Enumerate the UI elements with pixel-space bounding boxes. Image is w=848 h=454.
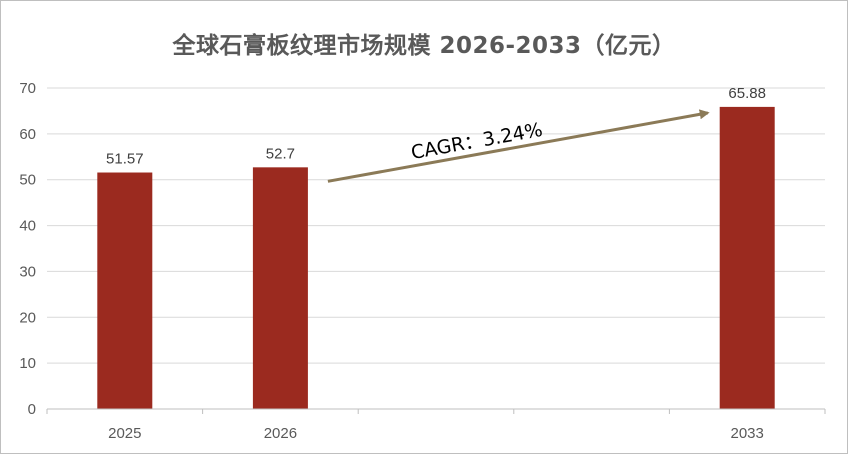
bar-2026 [252,167,308,409]
y-axis: 0 10 20 30 40 50 60 70 [19,80,36,418]
bar-2025 [97,172,153,409]
bar-2033 [719,106,775,410]
y-tick-label: 40 [19,218,36,235]
cagr-annotation: CAGR：3.24% [327,109,710,183]
y-tick-label: 20 [19,309,36,326]
y-tick-label: 70 [19,80,36,97]
cagr-label: CAGR：3.24% [409,119,544,164]
y-tick-label: 0 [28,401,36,418]
y-tick-label: 30 [19,263,36,280]
data-label-2025: 51.57 [106,151,144,168]
x-tick-label: 2033 [731,425,764,442]
y-tick-label: 10 [19,355,36,372]
data-label-2033: 65.88 [728,85,766,102]
cagr-arrow [327,109,710,183]
x-axis: 2025 2026 2033 [46,408,826,442]
y-tick-label: 50 [19,172,36,189]
data-labels: 51.57 52.7 65.88 [106,85,766,168]
gridlines [47,87,825,364]
chart-title: 全球石膏板纹理市场规模 2026-2033（亿元） [172,33,676,59]
y-tick-label: 60 [19,126,36,143]
bars [97,106,775,410]
x-tick-label: 2026 [264,425,297,442]
x-tick-label: 2025 [108,425,141,442]
data-label-2026: 52.7 [266,145,295,162]
